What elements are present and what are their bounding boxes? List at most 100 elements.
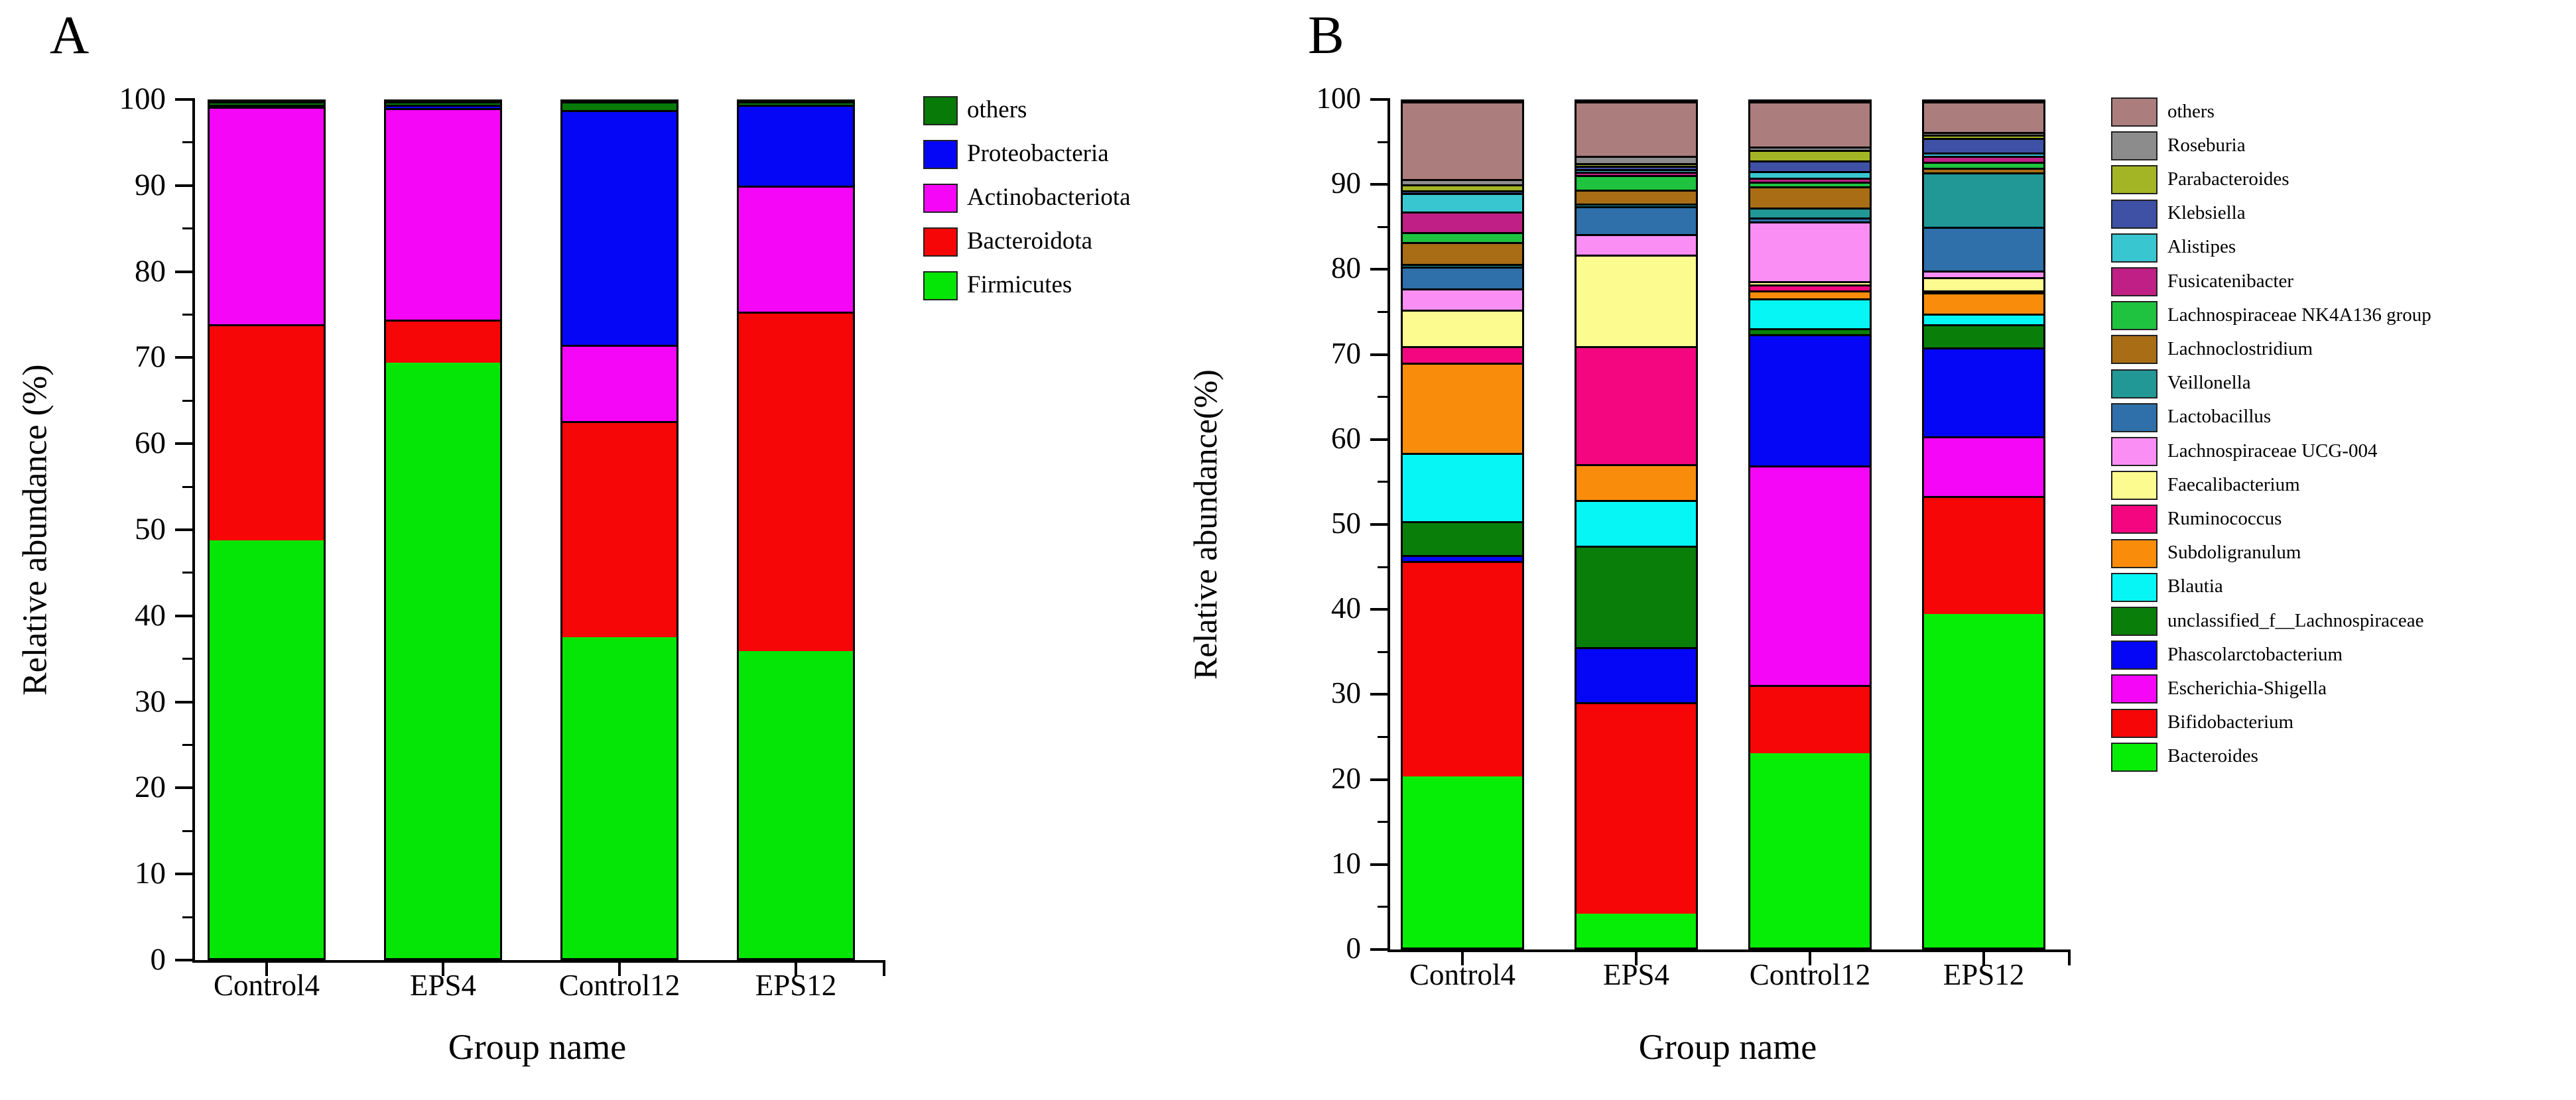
legend-label-Subdoligranulum: Subdoligranulum <box>2167 542 2301 564</box>
x-tick <box>1809 952 1811 965</box>
y-tick-major <box>175 270 192 273</box>
bar-segment-Bifidobacterium <box>1924 495 2043 615</box>
bar-segment-Lactobacillus <box>1924 226 2043 271</box>
legend-label-Veillonella: Veillonella <box>2167 372 2251 394</box>
bar-segment-Bacteroidota <box>562 420 676 637</box>
bar-segment-Parabacteroides <box>1403 184 1522 190</box>
bar-segment-Actinobacteriota <box>739 185 853 312</box>
bar-segment-Proteobacteria <box>562 109 676 345</box>
y-tick-label: 100 <box>119 82 166 116</box>
legend-label-Firmicutes: Firmicutes <box>967 271 1072 298</box>
bar-segment-Lactobacillus <box>1577 206 1696 235</box>
bar-Control4 <box>1401 99 1524 949</box>
legend-swatch-Faecalibacterium <box>2111 471 2157 501</box>
bar-segment-Firmicutes <box>210 540 324 958</box>
bar-segment-unclassified_f__Lachnospiraceae <box>1403 520 1522 555</box>
bar-segment-Parabacteroides <box>1577 163 1696 166</box>
bar-segment-Bifidobacterium <box>1403 560 1522 777</box>
x-category-label: EPS4 <box>409 969 477 1002</box>
y-tick-label: 60 <box>1331 421 1361 455</box>
bar-segment-Blautia <box>1924 314 2043 324</box>
bar-segment-Lachnospiraceae UCG-004 <box>1924 271 2043 278</box>
bar-segment-Klebsiella <box>1750 160 1870 171</box>
y-tick-minor <box>182 744 192 746</box>
x-axis-line <box>1387 949 2071 952</box>
bar-segment-Fusicatenibacter <box>1924 155 2043 162</box>
bar-EPS12 <box>1922 99 2045 949</box>
bar-segment-Bacteroides <box>1750 753 1870 947</box>
bar-segment-Phascolarctobacterium <box>1577 647 1696 702</box>
panel-a-label: A <box>50 5 90 65</box>
bar-EPS4 <box>384 99 502 960</box>
x-category-label: Control4 <box>213 969 320 1002</box>
bar-segment-Proteobacteria <box>386 105 500 109</box>
y-axis-line <box>1387 98 1390 952</box>
bar-Control12 <box>1748 99 1872 949</box>
y-tick-minor <box>1378 566 1387 568</box>
x-category-label: Control12 <box>558 969 680 1002</box>
x-tick <box>618 963 621 976</box>
bar-segment-Lachnospiraceae NK4A136 group <box>1403 231 1522 242</box>
legend-swatch-others <box>923 96 958 125</box>
bar-segment-Veillonella <box>1750 207 1870 217</box>
panel-b-label: B <box>1308 5 1344 65</box>
y-tick-major <box>1370 948 1387 951</box>
y-tick-minor <box>1378 650 1387 653</box>
bar-segment-Proteobacteria <box>739 105 853 186</box>
bar-segment-Ruminococcus <box>1403 345 1522 363</box>
legend-label-Parabacteroides: Parabacteroides <box>2167 168 2289 190</box>
bar-segment-Lachnospiraceae UCG-004 <box>1577 234 1696 255</box>
y-tick-label: 70 <box>135 339 166 375</box>
bar-segment-Lactobacillus <box>1750 217 1870 222</box>
y-tick-major <box>1370 693 1387 696</box>
bar-segment-Lachnoclostridium <box>1403 241 1522 264</box>
bar-segment-Lachnospiraceae NK4A136 group <box>1924 161 2043 168</box>
legend-swatch-Subdoligranulum <box>2111 538 2157 568</box>
legend-label-Phascolarctobacterium: Phascolarctobacterium <box>2167 643 2343 665</box>
legend-label-Bacteroidota: Bacteroidota <box>967 227 1093 255</box>
bar-segment-Parabacteroides <box>1924 134 2043 138</box>
y-tick-minor <box>1378 141 1387 143</box>
bar-segment-Subdoligranulum <box>1750 290 1870 299</box>
legend-label-Escherichia-Shigella: Escherichia-Shigella <box>2167 677 2327 699</box>
legend-label-Bacteroides: Bacteroides <box>2167 745 2258 767</box>
bar-segment-Blautia <box>1577 500 1696 546</box>
bar-segment-Lactobacillus <box>1403 266 1522 288</box>
y-tick-major <box>175 184 192 187</box>
legend-label-Blautia: Blautia <box>2167 576 2223 597</box>
legend-swatch-Phascolarctobacterium <box>2111 641 2157 670</box>
bar-segment-others <box>739 101 853 105</box>
y-tick-major <box>1370 98 1387 101</box>
legend-label-unclassified_f__Lachnospiraceae: unclassified_f__Lachnospiraceae <box>2167 609 2424 631</box>
y-tick-major <box>1370 608 1387 611</box>
bar-segment-Fusicatenibacter <box>1750 177 1870 182</box>
y-tick-major <box>175 614 192 617</box>
y-tick-label: 90 <box>1331 166 1361 200</box>
legend-swatch-Lachnospiraceae NK4A136 group <box>2111 301 2157 331</box>
bar-segment-Blautia <box>1750 298 1870 328</box>
y-tick-major <box>175 528 192 531</box>
x-category-label: EPS4 <box>1602 958 1670 991</box>
y-tick-label: 40 <box>135 597 166 633</box>
bar-segment-Subdoligranulum <box>1924 292 2043 314</box>
bar-segment-Firmicutes <box>386 363 500 958</box>
bar-segment-Lachnospiraceae UCG-004 <box>1403 288 1522 310</box>
bar-segment-others <box>1577 101 1696 156</box>
y-tick-major <box>1370 183 1387 186</box>
y-tick-minor <box>182 227 192 230</box>
legend-swatch-Proteobacteria <box>923 140 958 169</box>
bar-segment-Bacteroides <box>1577 913 1696 947</box>
legend-label-others: others <box>967 95 1027 123</box>
y-tick-minor <box>182 658 192 660</box>
bar-segment-Alistipes <box>1403 192 1522 212</box>
panel-a-y-axis-title: Relative abundance (%) <box>16 364 54 696</box>
y-tick-label: 30 <box>1331 676 1361 710</box>
bar-segment-others <box>386 101 500 105</box>
y-tick-minor <box>182 314 192 316</box>
y-tick-major <box>1370 778 1387 781</box>
bar-segment-Faecalibacterium <box>1403 309 1522 346</box>
bar-segment-Ruminococcus <box>1924 290 2043 293</box>
bar-segment-unclassified_f__Lachnospiraceae <box>1577 545 1696 648</box>
bar-segment-Blautia <box>1403 452 1522 521</box>
bar-segment-Alistipes <box>1750 170 1870 178</box>
